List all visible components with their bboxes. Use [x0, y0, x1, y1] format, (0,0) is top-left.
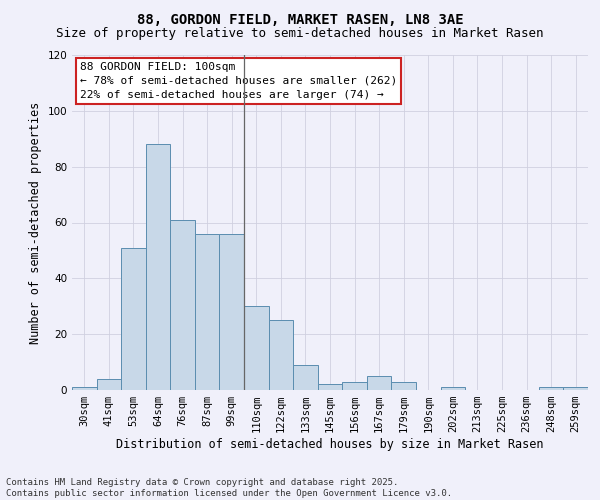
Bar — [367, 376, 391, 390]
Bar — [318, 384, 342, 390]
Bar — [342, 382, 367, 390]
Bar — [244, 306, 269, 390]
Bar — [269, 320, 293, 390]
Bar — [220, 234, 244, 390]
Bar — [97, 379, 121, 390]
X-axis label: Distribution of semi-detached houses by size in Market Rasen: Distribution of semi-detached houses by … — [116, 438, 544, 451]
Bar — [391, 382, 416, 390]
Bar — [195, 234, 220, 390]
Y-axis label: Number of semi-detached properties: Number of semi-detached properties — [29, 102, 42, 344]
Text: Size of property relative to semi-detached houses in Market Rasen: Size of property relative to semi-detach… — [56, 28, 544, 40]
Text: 88 GORDON FIELD: 100sqm
← 78% of semi-detached houses are smaller (262)
22% of s: 88 GORDON FIELD: 100sqm ← 78% of semi-de… — [80, 62, 397, 100]
Bar — [146, 144, 170, 390]
Text: 88, GORDON FIELD, MARKET RASEN, LN8 3AE: 88, GORDON FIELD, MARKET RASEN, LN8 3AE — [137, 12, 463, 26]
Bar — [440, 387, 465, 390]
Bar — [170, 220, 195, 390]
Text: Contains HM Land Registry data © Crown copyright and database right 2025.
Contai: Contains HM Land Registry data © Crown c… — [6, 478, 452, 498]
Bar — [72, 387, 97, 390]
Bar — [121, 248, 146, 390]
Bar — [539, 387, 563, 390]
Bar — [293, 365, 318, 390]
Bar — [563, 387, 588, 390]
